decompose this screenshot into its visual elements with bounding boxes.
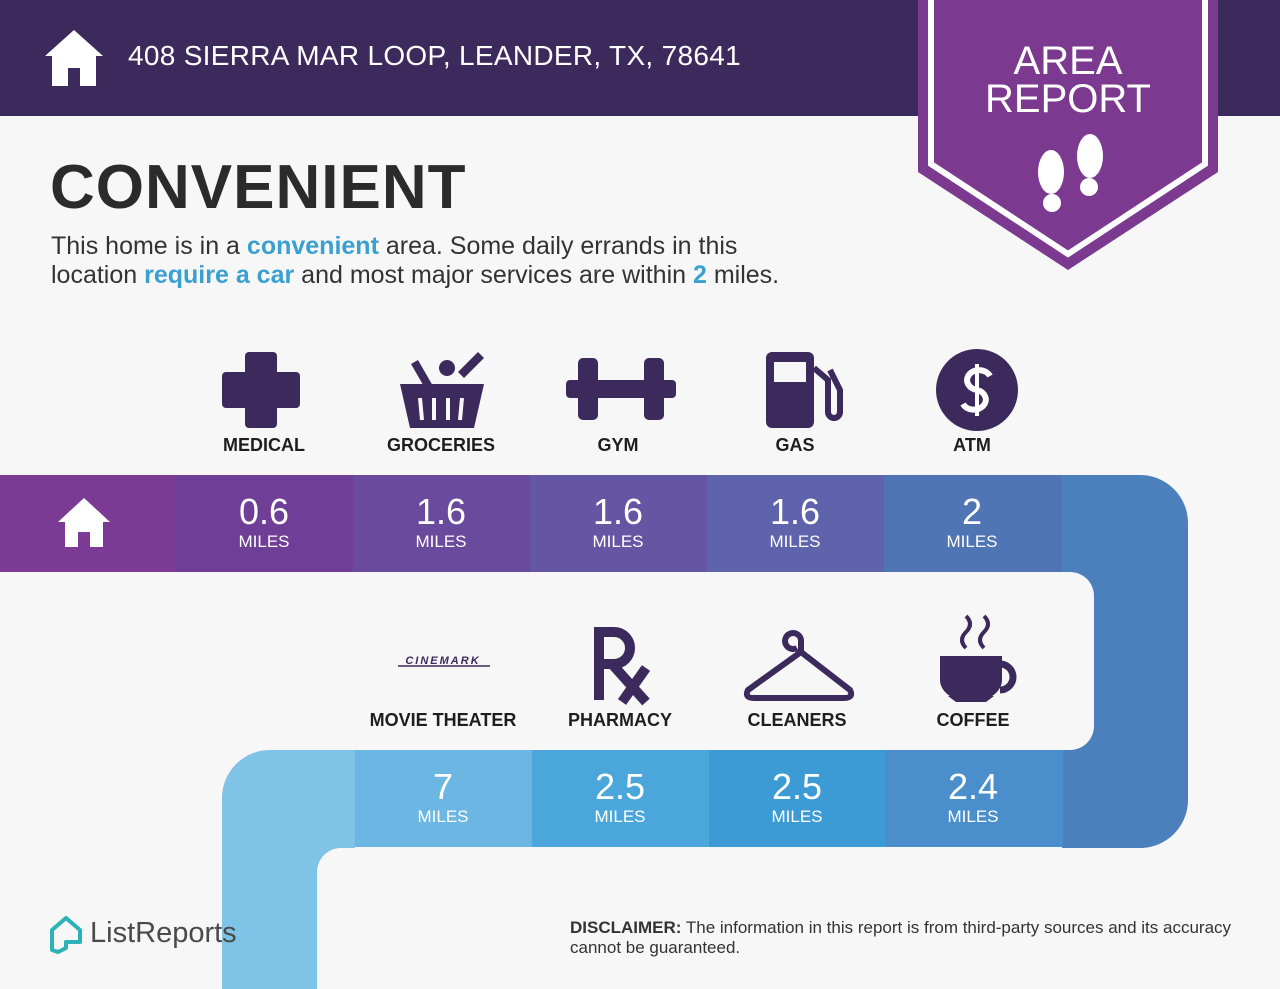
- distance-cell: [885, 750, 1063, 847]
- brand: ListReports: [90, 917, 237, 949]
- address: 408 SIERRA MAR LOOP, LEANDER, TX, 78641: [128, 40, 741, 71]
- basket-slots: [418, 397, 464, 421]
- service-label: CLEANERS: [747, 710, 846, 730]
- distance-value: 1.6: [416, 491, 466, 532]
- disclaimer-text: The information in this report is from t…: [570, 918, 1232, 957]
- description: This home is in a convenient area. Some …: [51, 232, 779, 290]
- atm-icon: [936, 349, 1018, 431]
- distance-cell: [530, 475, 708, 572]
- disclaimer-label: DISCLAIMER:: [570, 918, 682, 937]
- distance-value: 0.6: [239, 491, 289, 532]
- gym-icon: [566, 358, 676, 420]
- distance-value: 2: [962, 491, 982, 532]
- gas-icon: [766, 352, 843, 428]
- distance-cell: [707, 475, 885, 572]
- service-label: GROCERIES: [387, 435, 495, 455]
- description-line: location require a car and most major se…: [51, 261, 779, 290]
- distance-unit: MILES: [238, 532, 289, 551]
- description-line: This home is in a convenient area. Some …: [51, 232, 779, 261]
- distance-cell: [709, 750, 887, 847]
- distance-unit: MILES: [771, 807, 822, 826]
- distance-unit: MILES: [592, 532, 643, 551]
- text: miles.: [706, 261, 780, 289]
- service-label: MOVIE THEATER: [370, 710, 517, 730]
- service-label: PHARMACY: [568, 710, 672, 730]
- distance-value: 2.5: [772, 766, 822, 807]
- distance-cell: [355, 750, 533, 847]
- distance-value: 2.5: [595, 766, 645, 807]
- text: area. Some daily errands in this: [378, 232, 738, 260]
- cleaners-icon: [743, 630, 855, 701]
- service-label: GAS: [775, 435, 814, 455]
- distance-cell: [176, 475, 354, 572]
- pharmacy-icon: [594, 627, 651, 706]
- badge-text: REPORT: [985, 77, 1151, 121]
- distance-value: 2.4: [948, 766, 998, 807]
- groceries-icon: [400, 352, 484, 428]
- service-label: COFFEE: [936, 710, 1009, 730]
- text: and most major services are within: [294, 261, 693, 289]
- disclaimer: DISCLAIMER: The information in this repo…: [570, 918, 1250, 958]
- highlight: require a car: [144, 261, 295, 289]
- coffee-icon: [940, 614, 1017, 702]
- medical-icon: [222, 352, 300, 428]
- band-connector: [1061, 475, 1188, 848]
- brand-icon: [50, 916, 82, 954]
- distance-value: 7: [433, 766, 453, 807]
- distance-unit: MILES: [947, 807, 998, 826]
- home-icon: [45, 30, 103, 86]
- distance-unit: MILES: [946, 532, 997, 551]
- service-label: MEDICAL: [223, 435, 305, 455]
- distance-cell: [884, 475, 1062, 572]
- logo-text: CINEMARK: [405, 655, 480, 667]
- service-label: ATM: [953, 435, 991, 455]
- text: This home is in a: [51, 232, 247, 260]
- distance-cell: [353, 475, 531, 572]
- highlight: convenient: [246, 232, 379, 260]
- band-tail: [222, 750, 355, 989]
- distance-value: 1.6: [593, 491, 643, 532]
- title: CONVENIENT: [50, 153, 467, 222]
- text: location: [51, 261, 145, 289]
- distance-unit: MILES: [594, 807, 645, 826]
- badge-text: AREA: [1014, 39, 1123, 83]
- distance-unit: MILES: [417, 807, 468, 826]
- highlight: 2: [692, 261, 707, 289]
- distance-unit: MILES: [415, 532, 466, 551]
- distance-cell: [532, 750, 710, 847]
- home-icon: [58, 498, 110, 547]
- badge-outline: [928, 0, 1208, 258]
- distance-unit: MILES: [769, 532, 820, 551]
- service-label: GYM: [597, 435, 638, 455]
- footsteps-icon: [1038, 134, 1103, 212]
- distance-value: 1.6: [770, 491, 820, 532]
